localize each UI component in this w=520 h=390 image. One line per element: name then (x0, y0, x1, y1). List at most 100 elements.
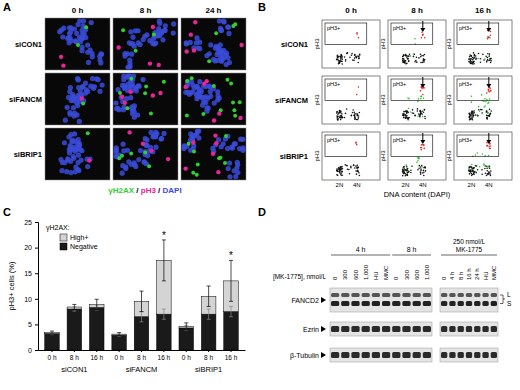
event (421, 88, 423, 90)
event (468, 61, 470, 63)
error-bar-line (140, 312, 144, 322)
panel-letter: C (3, 206, 11, 218)
event (481, 173, 483, 175)
event (338, 171, 340, 173)
y-axis-label: pH3 (380, 150, 386, 162)
event (403, 60, 405, 62)
y-tick-mark (35, 273, 38, 274)
ph3-cell (166, 157, 170, 161)
event (486, 60, 488, 62)
event (490, 110, 492, 112)
event (336, 174, 338, 176)
event (350, 167, 352, 169)
row-label: siBRIP1 (280, 152, 308, 161)
nucleus (144, 143, 149, 148)
y-axis-line (35, 223, 39, 351)
arrow-head (486, 84, 491, 88)
event (339, 56, 341, 58)
event (479, 166, 481, 168)
y-tick-mark (35, 350, 38, 351)
event (489, 98, 491, 100)
event (473, 167, 475, 169)
gate (391, 135, 433, 157)
event (424, 166, 426, 168)
band (491, 293, 497, 297)
gate-label: pH3+ (393, 81, 406, 87)
nucleus (208, 42, 213, 47)
event (486, 117, 488, 119)
event (357, 62, 359, 64)
event (338, 56, 340, 58)
event (489, 167, 491, 169)
gate-label: pH3+ (327, 137, 340, 143)
band (458, 326, 464, 332)
nucleus (71, 154, 76, 159)
band (482, 326, 488, 332)
event (344, 117, 346, 119)
row-arrow (321, 297, 326, 303)
lane-label: MMC (491, 265, 497, 280)
band (372, 301, 380, 306)
event (404, 60, 406, 62)
nucleus (218, 42, 223, 47)
gh2ax-foci (144, 85, 148, 89)
nucleus (213, 58, 218, 63)
gh2ax-foci (187, 142, 191, 146)
event (405, 175, 407, 177)
event (358, 58, 360, 60)
event (487, 115, 489, 117)
event (358, 57, 360, 59)
band (402, 326, 410, 332)
event (416, 61, 418, 63)
event (356, 57, 358, 59)
error-bar-line (162, 240, 166, 281)
event (354, 111, 356, 113)
x-tick-label: 0 h (115, 354, 124, 361)
error-bar-line (229, 260, 233, 301)
event (488, 115, 490, 117)
event (486, 142, 488, 144)
y-tick-label: 20 (24, 244, 32, 251)
event (405, 117, 407, 119)
event (403, 54, 405, 56)
figure: A0 h8 h24 hsiCON1siFANCMsiBRIP1γH2AX / p… (0, 0, 520, 390)
gate-label: pH3+ (327, 25, 340, 31)
event (406, 110, 408, 112)
nucleus (131, 106, 136, 111)
band (458, 352, 464, 358)
event (475, 171, 477, 173)
event (490, 89, 492, 91)
event (424, 54, 426, 56)
y-tick-label: 25 (24, 219, 32, 226)
event (341, 116, 343, 118)
error-bar-line (72, 304, 76, 309)
nucleus (182, 143, 187, 148)
x-tick-label: 8 h (204, 354, 213, 361)
gh2ax-foci (190, 76, 194, 80)
event (478, 53, 480, 55)
nucleus (194, 84, 199, 89)
event (405, 114, 407, 116)
band (413, 326, 421, 332)
event (417, 101, 419, 103)
plot-frame (322, 76, 380, 124)
ph3-cell (59, 55, 63, 59)
gh2ax-foci (84, 25, 88, 29)
event (420, 166, 422, 168)
event (403, 171, 405, 173)
event (344, 56, 346, 58)
gate (457, 79, 499, 101)
event (406, 115, 408, 117)
legend-entry: DAPI (163, 186, 182, 195)
event (347, 52, 349, 54)
x-tick: 16 h (90, 350, 103, 361)
event (339, 112, 341, 114)
event (423, 109, 425, 111)
gh2ax-foci (143, 150, 147, 154)
event (423, 61, 425, 63)
gh2ax-foci (134, 49, 138, 53)
event (485, 172, 487, 174)
event (355, 56, 357, 58)
error-bar-line (117, 333, 121, 336)
event (475, 165, 477, 167)
